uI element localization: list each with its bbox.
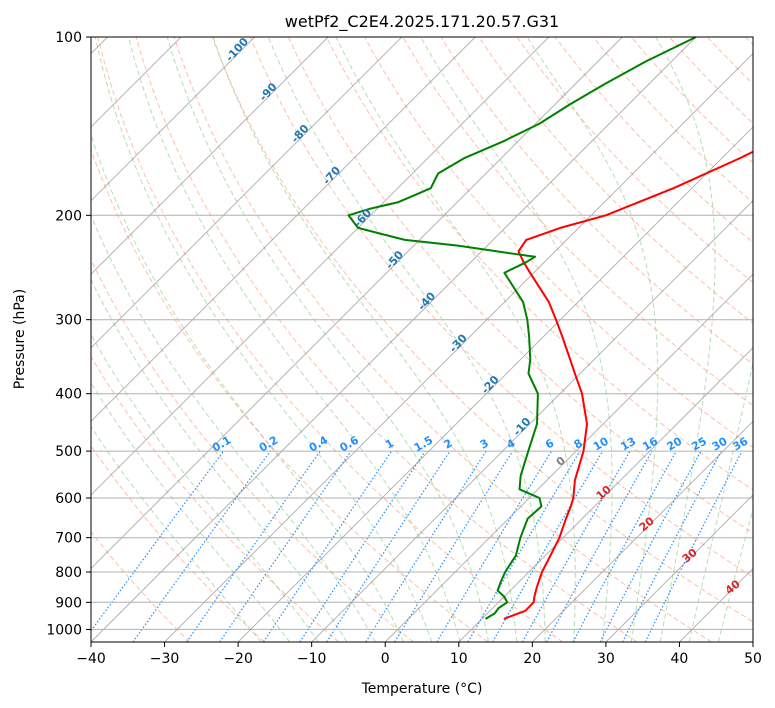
dry-adiabat-line [249, 37, 753, 578]
moist-adiabat-line [420, 37, 613, 642]
x-tick-label: 20 [523, 651, 541, 667]
isotherm-line [91, 37, 256, 202]
dry-adiabat-line [91, 258, 414, 642]
isotherm-line [91, 37, 550, 496]
moist-adiabat-line [688, 360, 753, 642]
x-tick-label: 40 [671, 651, 689, 667]
isotherm-line [91, 37, 476, 423]
isotherm-line [91, 37, 697, 642]
y-tick-label: 1000 [46, 622, 82, 638]
isotherm-line [91, 37, 329, 275]
moist-adiabat-line [212, 37, 518, 642]
x-tick-label: −10 [297, 651, 327, 667]
moist-adiabat-line [91, 333, 319, 642]
y-axis-label: Pressure (hPa) [12, 289, 28, 389]
dry-adiabat-line [364, 37, 753, 449]
plot-area: 0.1 0.2 0.4 0.6 1 1.5 2 3 4 6 8 10 13 16 20 25 30 36-100-… [91, 37, 753, 642]
isotherm-line [384, 273, 753, 642]
isotherm-line [237, 126, 753, 642]
plot-frame [90, 36, 754, 643]
moist-adiabat-line [335, 37, 576, 642]
temperature-line [503, 150, 753, 620]
mixing-ratio-line [599, 450, 702, 642]
dry-adiabat-line [478, 37, 753, 324]
mixing-ratio-line [546, 450, 653, 642]
x-tick-label: −40 [76, 651, 106, 667]
y-tick-label: 600 [55, 491, 82, 507]
mixing-ratio-line [644, 450, 743, 642]
mixing-ratio-line [365, 450, 487, 642]
mixing-ratio-line [262, 450, 392, 642]
dry-adiabat-line [287, 37, 753, 534]
y-tick-label: 200 [55, 208, 82, 224]
y-tick-label: 800 [55, 565, 82, 581]
mixing-ratio-line [219, 450, 352, 642]
moist-adiabats [91, 37, 753, 642]
x-tick-label: −20 [223, 651, 253, 667]
isotherm-line [458, 347, 753, 642]
x-tick-label: 50 [744, 651, 762, 667]
moist-adiabat-line [267, 37, 546, 642]
x-axis: −40 −30 −20 −10 0 10 20 30 40 50 [76, 642, 762, 667]
x-tick-label: 30 [597, 651, 615, 667]
mixing-ratio-line [186, 450, 321, 642]
dry-adiabat-line [91, 445, 265, 642]
moist-adiabat-line [655, 37, 716, 642]
isotherm-line [531, 420, 753, 642]
mixing-ratio-line [521, 450, 631, 642]
moist-adiabat-line [526, 37, 659, 642]
y-tick-label: 100 [55, 30, 82, 46]
y-axis: 100 200 300 400 500 600 700 800 900 1000 [46, 30, 91, 638]
y-tick-label: 500 [55, 444, 82, 460]
mixing-ratio-line [326, 450, 451, 642]
mixing-ratio-line [394, 450, 514, 642]
y-tick-label: 900 [55, 595, 82, 611]
isotherm-line [311, 199, 753, 642]
x-tick-label: 0 [381, 651, 390, 667]
moist-adiabat-line [128, 37, 461, 642]
dry-adiabat-line [135, 37, 638, 642]
moist-adiabat-line [91, 425, 262, 642]
dry-adiabat-line [325, 37, 753, 491]
y-tick-label: 300 [55, 313, 82, 329]
moist-adiabat-line [91, 278, 348, 642]
moist-adiabat-line [94, 37, 433, 642]
dry-adiabat-line [402, 37, 753, 407]
mixing-ratio-line [132, 450, 271, 642]
x-tick-label: −30 [150, 651, 180, 667]
isotherm-line [91, 37, 623, 570]
x-axis-label: Temperature (°C) [361, 681, 483, 697]
dry-adiabat-line [173, 37, 713, 642]
moist-adiabat-line [717, 507, 753, 642]
moist-adiabat-line [91, 133, 405, 642]
isotherm-line [91, 37, 403, 349]
moist-adiabat-line [91, 214, 376, 642]
mixing-ratio-lines [91, 450, 743, 642]
moist-adiabat-line [166, 37, 489, 642]
mixing-ratio-line [299, 450, 426, 642]
mixing-ratio-line [436, 450, 553, 642]
dry-adiabat-line [211, 37, 753, 623]
mixing-ratio-line [622, 450, 722, 642]
profile-series [347, 37, 753, 620]
dry-adiabat-line [516, 37, 753, 284]
dry-adiabat-line [91, 531, 191, 642]
mixing-ratio-line [572, 450, 677, 642]
x-tick-label: 10 [450, 651, 468, 667]
dry-adiabats [91, 37, 753, 642]
isotherms [91, 37, 753, 642]
y-tick-label: 400 [55, 387, 82, 403]
chart-title: wetPf2_C2E4.2025.171.20.57.G31 [285, 12, 559, 32]
isotherm-line [605, 494, 753, 642]
isotherm-line [164, 52, 753, 642]
dewpoint-line [347, 37, 697, 620]
y-tick-label: 700 [55, 531, 82, 547]
mixing-ratio-line [91, 450, 224, 632]
pressure-gridlines [91, 37, 753, 630]
